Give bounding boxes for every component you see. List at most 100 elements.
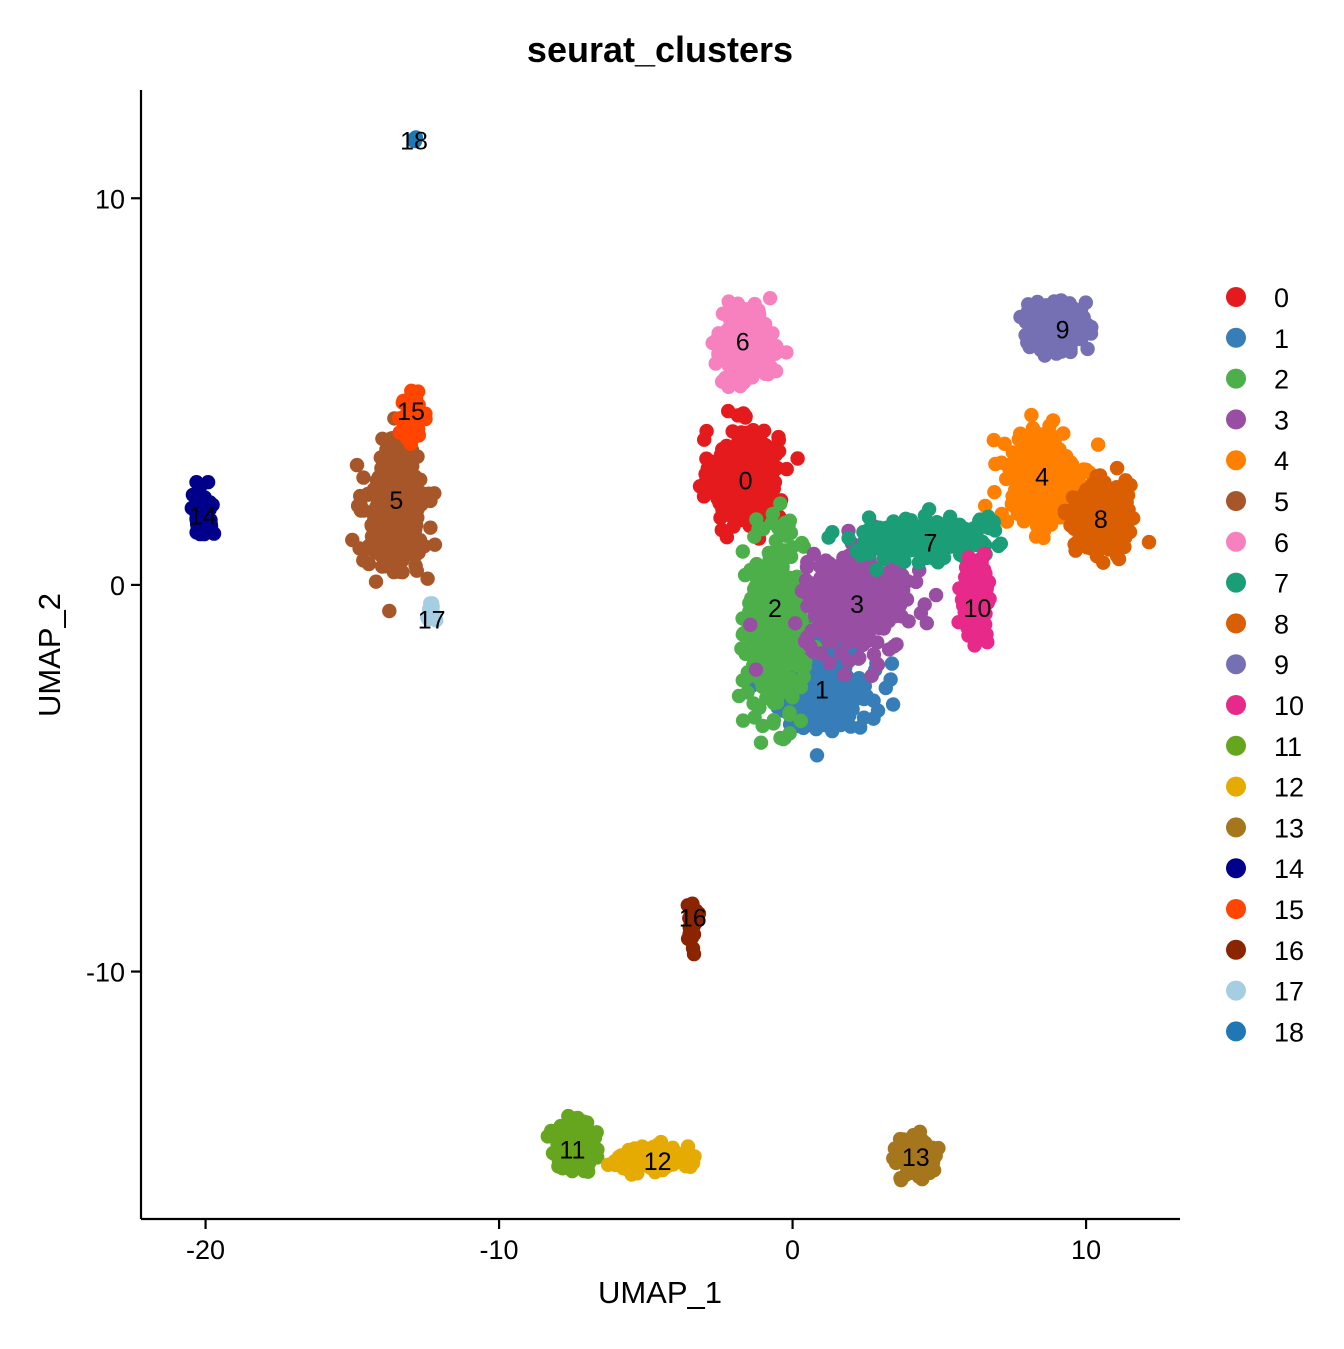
data-point [427,537,443,552]
data-point [777,549,792,564]
chart-title: seurat_clusters [527,29,793,70]
cluster-9-points [1013,293,1099,363]
data-point [870,703,886,718]
data-point [771,444,787,459]
data-point [753,735,769,750]
data-point [771,433,786,448]
data-point [733,378,748,394]
legend-label: 13 [1274,813,1304,843]
legend-swatch [1226,613,1246,634]
x-axis-title: UMAP_1 [598,1275,722,1310]
data-point [1042,418,1057,433]
data-point [977,562,992,577]
legend-item-2: 2 [1226,365,1289,395]
data-point [349,457,365,473]
data-point [1087,538,1103,553]
data-point [813,646,829,661]
legend-item-10: 10 [1226,691,1304,721]
data-point [870,635,885,650]
data-point [1108,483,1123,498]
cluster-label-7: 7 [924,529,938,557]
data-point [366,482,382,497]
legend-label: 17 [1274,977,1304,1007]
data-point [751,313,767,328]
data-point [1109,460,1125,476]
data-point [723,445,738,460]
cluster-label-9: 9 [1056,317,1070,345]
cluster-6-points [705,291,794,395]
data-point [364,537,379,552]
data-point [556,1153,572,1168]
data-point [894,538,909,553]
data-point [545,1145,561,1161]
data-point [1037,429,1053,445]
data-point [724,459,739,474]
data-point [759,329,774,344]
data-point [730,296,746,311]
cluster-12-points [600,1134,702,1182]
data-point [714,332,729,347]
data-point [810,672,825,688]
data-point [870,657,886,672]
data-point [895,568,910,583]
data-point [713,510,728,526]
cluster-4-points [978,407,1106,546]
data-point [1117,539,1132,555]
legend-swatch [1226,735,1246,756]
data-point [1056,426,1071,441]
data-point [1089,548,1105,564]
data-point [744,460,759,475]
data-point [967,627,982,642]
legend-item-15: 15 [1226,895,1304,925]
data-point [1076,498,1092,513]
data-point [761,352,776,368]
data-point [987,485,1002,500]
data-point [680,1150,695,1165]
x-tick-label: 0 [785,1235,800,1265]
data-point [916,1153,931,1168]
y-ticks: -10 0 10 [86,184,141,988]
data-point [424,596,440,611]
data-point [190,517,205,532]
legend-swatch [1226,1021,1246,1042]
legend-swatch [1226,531,1246,552]
data-point [751,521,766,536]
data-point [809,748,825,763]
data-point [1041,470,1056,485]
cluster-8-points [1057,460,1157,570]
data-point [734,347,749,362]
legend-item-4: 4 [1226,446,1289,476]
data-point [842,572,857,588]
y-axis-title: UMAP_2 [32,593,67,717]
data-point [742,471,758,487]
data-point [635,1146,650,1162]
data-point [1013,309,1028,325]
cluster-7-points [821,502,1008,577]
data-point [910,1129,925,1145]
data-point [1048,450,1063,465]
cluster-label-3: 3 [850,591,864,619]
data-point [762,631,777,646]
data-point [1024,407,1039,423]
data-point [967,523,982,539]
data-point [406,479,422,494]
data-point [958,570,973,585]
legend-item-0: 0 [1226,283,1289,313]
data-point [712,458,727,474]
data-point [884,656,900,671]
data-point [751,588,767,604]
data-point [697,476,713,491]
data-point [885,697,901,712]
data-point [746,427,761,442]
data-point [721,321,737,336]
data-point [975,590,990,606]
legend-swatch [1226,572,1246,593]
legend-swatch [1226,409,1246,430]
data-point [928,528,943,544]
data-point [1057,505,1073,521]
data-point [785,656,800,672]
cluster-15-points [392,383,433,451]
data-point [793,713,808,728]
data-point [684,930,700,945]
